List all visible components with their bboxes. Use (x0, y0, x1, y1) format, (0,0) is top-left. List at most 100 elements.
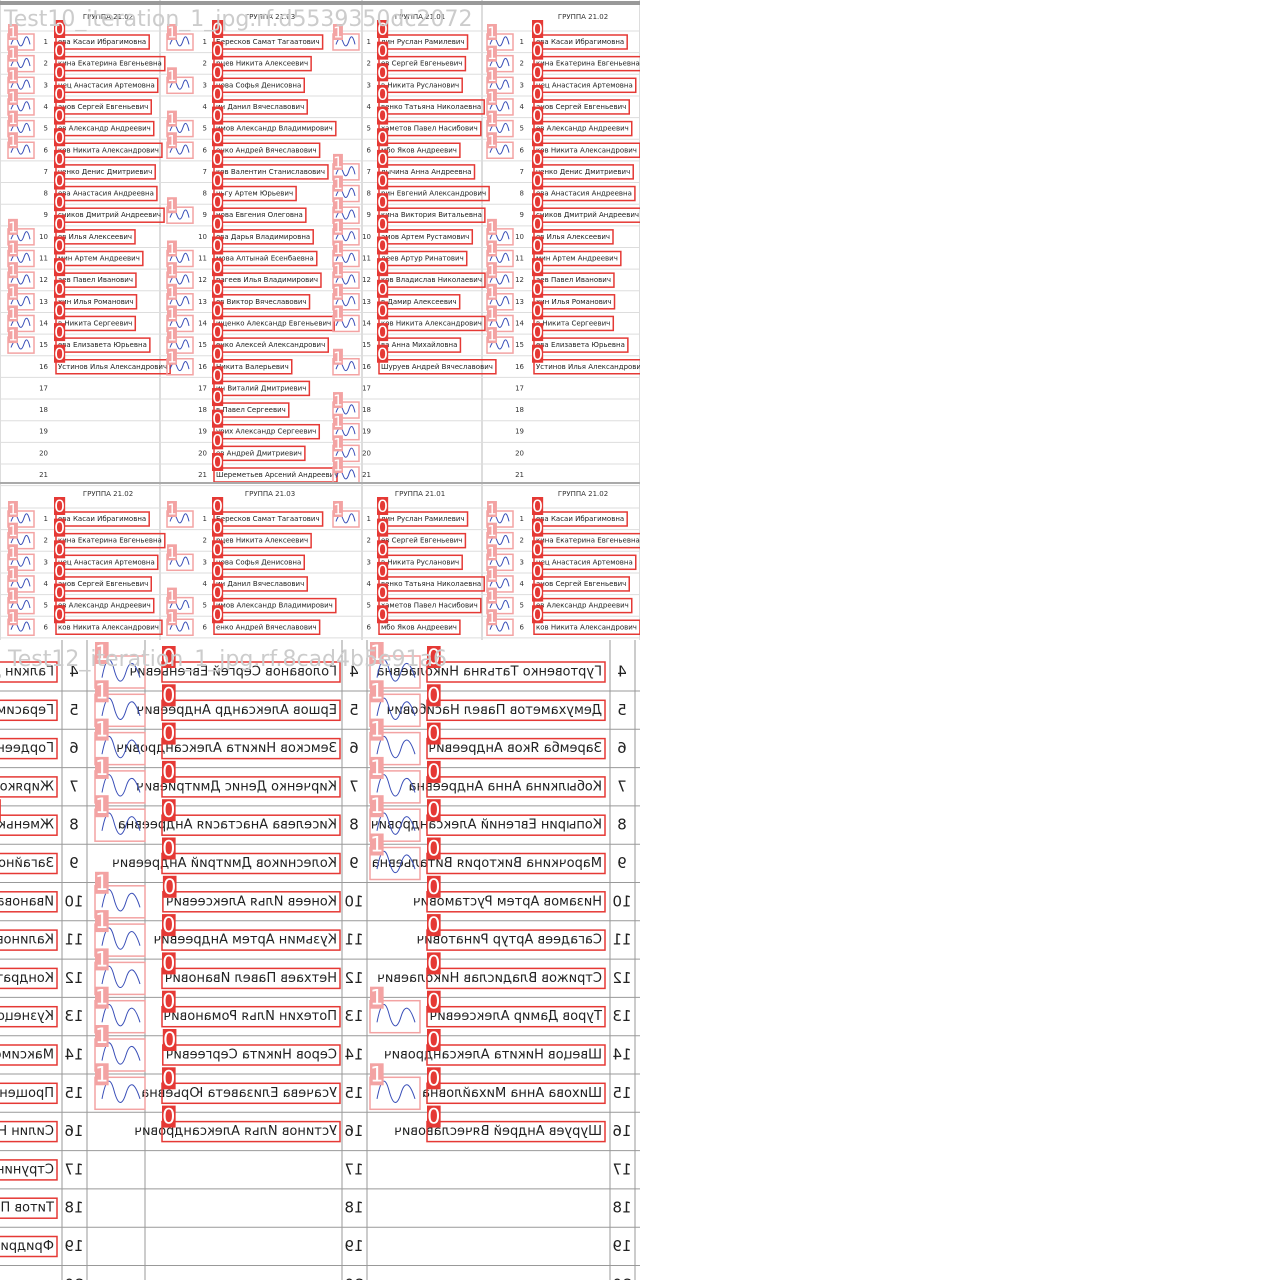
class-label: 0 (54, 20, 65, 40)
student-name: анов Сергей Евгеньевич (58, 103, 148, 111)
bounding-box (332, 293, 360, 311)
bounding-box (161, 967, 341, 990)
class-label-bg (212, 497, 224, 515)
class-label: 1 (370, 756, 383, 780)
class-label: 0 (377, 85, 388, 105)
bounding-box (161, 776, 341, 798)
row-number: 20 (39, 449, 48, 457)
bounding-box (369, 808, 421, 842)
class-label-bg (487, 327, 497, 344)
group-header: ГРУППА 21.02 (558, 13, 608, 21)
row-number: 7 (203, 168, 207, 176)
bounding-box (369, 770, 421, 804)
class-label-bg (487, 501, 497, 517)
class-label-bg (212, 453, 224, 471)
class-label: 0 (377, 301, 388, 321)
row-number: 13 (362, 298, 371, 306)
class-label: 0 (427, 875, 440, 899)
class-label-bg (427, 837, 441, 860)
bounding-box (0, 852, 58, 875)
class-label: 1 (8, 218, 18, 236)
class-label: 1 (95, 909, 108, 933)
row-number: 8 (349, 816, 359, 834)
class-label: 1 (95, 756, 108, 780)
class-label-bg (487, 305, 497, 322)
class-label: 0 (162, 913, 175, 937)
student-name: Иванова Д (0, 894, 54, 909)
bounding-box (7, 119, 35, 138)
student-name: кина Екатерина Евгеньевна (58, 60, 162, 68)
bounding-box (486, 54, 514, 73)
bounding-box (55, 359, 171, 375)
class-label: 1 (8, 24, 18, 42)
row-number: 9 (367, 211, 371, 219)
class-label: 1 (167, 67, 177, 85)
class-label-bg (212, 279, 224, 298)
class-label: 1 (8, 132, 18, 150)
bounding-box (166, 358, 194, 376)
student-name: Копырин Евгений Александрович (371, 818, 602, 833)
class-label-bg (427, 1029, 441, 1051)
class-label-bg (377, 63, 389, 82)
class-label: 0 (532, 323, 543, 343)
class-label-bg (167, 305, 177, 322)
class-label: 0 (532, 540, 543, 560)
class-label: 0 (377, 540, 388, 560)
student-name: Демухаметов Павел Насибович (387, 703, 602, 718)
row-number: 5 (44, 125, 48, 133)
class-label-bg (427, 914, 441, 937)
row-number: 1 (203, 38, 207, 46)
class-label-bg (167, 544, 177, 561)
class-label-bg (212, 63, 224, 82)
student-name: ева Елизавета Юрьевна (58, 341, 147, 349)
row-number: 3 (44, 81, 48, 89)
bounding-box (94, 808, 146, 842)
class-label: 1 (8, 110, 18, 128)
class-label-bg (370, 833, 384, 856)
row-number: 5 (203, 602, 207, 610)
class-label-bg (212, 149, 224, 168)
bounding-box (426, 1005, 606, 1028)
class-label-bg (0, 799, 1, 822)
bounding-box (166, 293, 194, 311)
class-label-bg (532, 323, 544, 342)
group-header: ГРУППА 21.01 (395, 490, 445, 498)
bounding-box (7, 141, 35, 159)
class-label-bg (162, 722, 176, 745)
class-label-bg (487, 45, 497, 62)
student-name: Устинов Илья Александрович (536, 363, 645, 371)
student-name: кина Екатерина Евгеньевна (536, 537, 640, 545)
class-label: 1 (95, 947, 108, 971)
bounding-box (486, 249, 514, 268)
class-label: 0 (377, 128, 388, 148)
row-number: 21 (362, 471, 371, 479)
bounding-box (533, 619, 640, 635)
class-label-bg (333, 392, 343, 409)
student-name: Колесников Дмитрий Андреевич (112, 856, 337, 871)
class-label-bg (333, 413, 343, 430)
class-label: 0 (377, 519, 388, 539)
class-label-bg (427, 760, 441, 783)
class-label-bg (95, 871, 109, 894)
row-number: 15 (362, 341, 371, 349)
class-label-bg (54, 128, 66, 147)
row-number: 11 (64, 931, 83, 949)
class-label-bg (8, 218, 18, 235)
class-label: 1 (487, 45, 497, 63)
row-number: 19 (344, 1237, 363, 1255)
class-label-bg (427, 990, 441, 1013)
class-label-bg (95, 680, 109, 703)
row-number: 19 (39, 428, 48, 436)
student-name: аев Павел Иванович (536, 276, 611, 284)
row-number: 18 (515, 406, 524, 414)
bounding-box (426, 814, 606, 836)
class-label: 0 (212, 85, 223, 105)
class-label: 1 (167, 327, 177, 345)
row-number: 13 (515, 298, 524, 306)
class-label-bg (162, 1105, 176, 1128)
class-label: 0 (532, 605, 543, 625)
class-label: 0 (377, 215, 388, 235)
student-name: ин Виталий Дмитриевич (216, 384, 306, 392)
